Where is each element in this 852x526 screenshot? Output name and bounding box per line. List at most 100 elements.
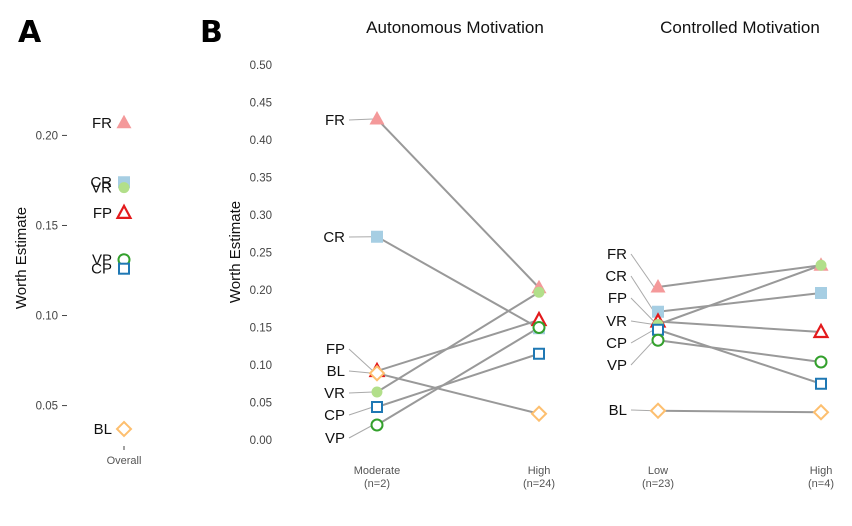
label-1-vp: VP — [325, 430, 345, 447]
marker-2-cp-end — [815, 377, 827, 390]
y-tick-label: 0.00 — [250, 435, 272, 447]
leader-2-cr — [630, 275, 655, 313]
marker-2-bl-start — [649, 402, 667, 420]
y-tick-label: 0.05 — [36, 401, 58, 413]
marker-2-vp-start — [651, 333, 665, 347]
leader-2-vr — [630, 320, 655, 325]
leader-2-cp — [630, 329, 655, 344]
label-1-fp: FP — [326, 341, 345, 358]
marker-1-fr-start — [369, 111, 385, 125]
y-tick-label: 0.15 — [36, 220, 58, 232]
leader-1-fr — [348, 118, 374, 121]
y-tick-label: 0.45 — [250, 98, 272, 110]
label-overall-bl: BL — [94, 421, 112, 438]
marker-1-bl-start — [368, 364, 386, 382]
facet-title-1: Autonomous Motivation — [366, 18, 544, 37]
data-markers — [115, 111, 830, 438]
line-1-vp — [376, 326, 540, 426]
series-lines — [376, 118, 822, 426]
leader-2-fp — [630, 297, 655, 322]
leader-2-fr — [630, 253, 655, 288]
marker-overall-fr — [116, 114, 132, 129]
label-1-cr: CR — [323, 229, 345, 246]
marker-2-cr-start — [652, 305, 664, 318]
y-tick-label: 0.30 — [250, 210, 272, 222]
label-overall-cp: CP — [91, 261, 112, 278]
label-1-fr: FR — [325, 112, 345, 129]
y-tick-label: 0.25 — [250, 248, 272, 260]
marker-overall-bl — [115, 420, 133, 438]
line-2-fp — [657, 320, 822, 333]
line-2-vp — [657, 339, 822, 363]
y-axis-title: Worth Estimate — [13, 207, 30, 309]
line-1-fr — [376, 118, 540, 289]
marker-1-vr-end — [533, 286, 545, 298]
label-2-cr: CR — [605, 268, 627, 285]
marker-overall-fp — [115, 203, 133, 219]
panel-label-b: B — [200, 15, 223, 50]
label-2-vp: VP — [607, 357, 627, 374]
line-1-fp — [376, 319, 540, 372]
marker-1-bl-end — [530, 405, 548, 423]
label-2-fp: FP — [608, 290, 627, 307]
label-overall-vp: VP — [92, 252, 112, 269]
label-1-cp: CP — [324, 407, 345, 424]
leader-1-cp — [348, 406, 374, 416]
chart-text: 0.05 0.10 0.15 0.20 Worth Estimate Overall FR C… — [13, 18, 834, 490]
y-tick-label: 0.10 — [250, 360, 272, 372]
label-overall-fr: FR — [92, 115, 112, 132]
marker-overall-cp — [118, 262, 130, 275]
marker-2-fp-end — [812, 322, 830, 339]
y-tick-label: 0.20 — [36, 130, 58, 142]
marker-2-vr-end — [815, 259, 827, 271]
marker-overall-vr — [118, 182, 130, 194]
marker-1-vp-start — [370, 418, 384, 432]
line-2-fr — [657, 264, 822, 288]
label-1-vr: VR — [324, 385, 345, 402]
line-1-cr — [376, 235, 540, 330]
line-1-cp — [376, 352, 540, 408]
y-tick-label: 0.20 — [250, 285, 272, 297]
x-category-1-0: Moderate (n=2) — [354, 465, 400, 490]
y-tick-label: 0.50 — [250, 60, 272, 72]
label-1-bl: BL — [327, 363, 345, 380]
y-tick-label: 0.35 — [250, 173, 272, 185]
marker-1-cp-end — [533, 347, 545, 360]
panel-label-a: A — [18, 15, 42, 50]
marker-1-vp-end — [532, 321, 546, 334]
y-axis-title: Worth Estimate — [227, 201, 244, 303]
marker-1-cp-start — [371, 401, 383, 413]
leader-lines — [62, 118, 655, 450]
line-1-vr — [376, 291, 540, 393]
line-2-cr — [657, 292, 822, 313]
facet-title-2: Controlled Motivation — [660, 18, 820, 37]
leader-2-vp — [630, 339, 655, 366]
label-2-fr: FR — [607, 246, 627, 263]
marker-2-cp-start — [652, 323, 664, 336]
y-tick-label: 0.10 — [36, 311, 58, 323]
x-category-overall: Overall — [107, 455, 142, 467]
marker-2-cr-end — [815, 287, 827, 299]
label-2-vr: VR — [606, 313, 627, 330]
x-category-1-1: High (n=24) — [523, 465, 555, 490]
label-2-bl: BL — [609, 402, 627, 419]
line-1-bl — [376, 372, 540, 415]
y-tick-label: 0.40 — [250, 135, 272, 147]
line-2-vr — [657, 264, 822, 326]
marker-1-cr-start — [371, 230, 383, 243]
leader-1-vr — [348, 391, 374, 394]
label-overall-vr: VR — [91, 180, 112, 197]
marker-2-fr-start — [650, 279, 666, 293]
label-overall-fp: FP — [93, 205, 112, 222]
x-category-2-1: High (n=4) — [808, 465, 834, 490]
y-tick-label: 0.05 — [250, 398, 272, 410]
label-2-cp: CP — [606, 335, 627, 352]
line-2-cp — [657, 328, 822, 385]
y-tick-label: 0.15 — [250, 323, 272, 335]
x-category-2-0: Low (n=23) — [642, 465, 674, 490]
leader-1-fp — [348, 348, 374, 372]
marker-2-vp-end — [814, 355, 828, 369]
marker-2-bl-end — [812, 403, 830, 421]
